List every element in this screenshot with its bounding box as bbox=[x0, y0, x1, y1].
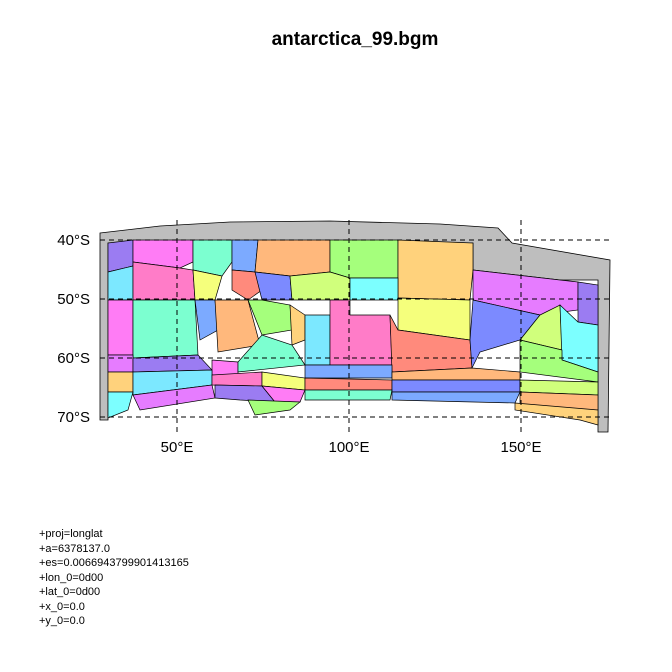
map-region bbox=[391, 379, 521, 393]
map-region bbox=[231, 269, 263, 301]
y-tick-label: 60°S bbox=[57, 350, 90, 367]
x-tick-label: 50°E bbox=[161, 439, 194, 456]
map-region bbox=[107, 299, 134, 356]
y-tick-label: 50°S bbox=[57, 291, 90, 308]
map-region bbox=[514, 402, 599, 426]
map-title: antarctica_99.bgm bbox=[271, 29, 439, 50]
projection-line: +y_0=0.0 bbox=[39, 615, 85, 627]
map-region bbox=[391, 367, 521, 381]
projection-info: +proj=longlat +a=6378137.0 +es=0.0066943… bbox=[39, 527, 189, 629]
map-region bbox=[231, 239, 259, 273]
map-region bbox=[211, 359, 239, 376]
map-region bbox=[391, 391, 521, 404]
projection-line: +lat_0=0d00 bbox=[39, 586, 101, 598]
projection-line: +x_0=0.0 bbox=[39, 600, 85, 613]
x-tick-label: 150°E bbox=[500, 439, 541, 456]
map-region bbox=[107, 391, 134, 419]
projection-line: +a=6378137.0 bbox=[39, 542, 110, 555]
map-region bbox=[107, 265, 134, 301]
map-region bbox=[289, 271, 351, 301]
graticule bbox=[100, 220, 610, 432]
map-region bbox=[247, 399, 301, 416]
map-region bbox=[349, 277, 399, 301]
map-region bbox=[192, 239, 233, 277]
x-tick-label: 100°E bbox=[328, 439, 369, 456]
y-tick-label: 70°S bbox=[57, 409, 90, 426]
axes: 40°S 50°S 60°S 70°S 50°E 100°E 150°E bbox=[57, 232, 541, 456]
map-region bbox=[329, 239, 399, 279]
map-region bbox=[194, 299, 219, 341]
map-region bbox=[254, 239, 331, 277]
projection-line: +proj=longlat bbox=[39, 528, 103, 540]
y-tick-label: 40°S bbox=[57, 232, 90, 249]
map-region bbox=[289, 304, 306, 346]
map-region bbox=[132, 261, 196, 301]
map-region bbox=[519, 339, 599, 383]
map-region bbox=[397, 239, 474, 301]
projection-line: +es=0.0066943799901413165 bbox=[39, 557, 189, 569]
projection-line: +lon_0=0d00 bbox=[39, 571, 104, 584]
map-region bbox=[107, 371, 134, 393]
map-region bbox=[254, 271, 293, 301]
map-region bbox=[132, 299, 199, 359]
map-region bbox=[577, 281, 599, 326]
map-region bbox=[329, 299, 393, 366]
map-region bbox=[237, 334, 306, 373]
